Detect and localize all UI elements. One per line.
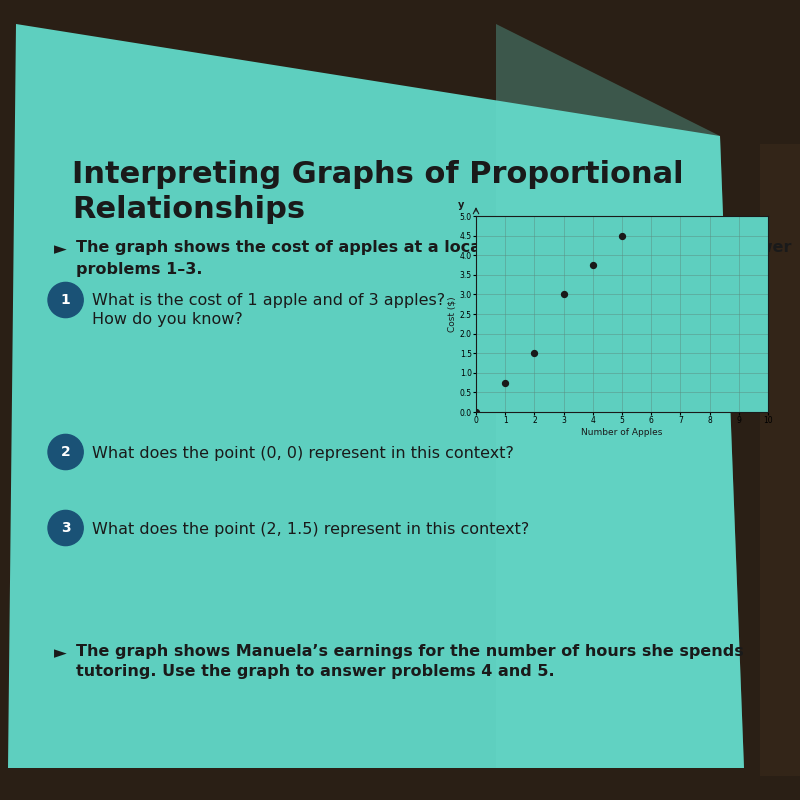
Text: How do you know?: How do you know? bbox=[92, 312, 242, 327]
Text: ►: ► bbox=[54, 240, 67, 258]
Point bbox=[616, 229, 629, 242]
Point bbox=[528, 347, 541, 360]
Text: The graph shows Manuela’s earnings for the number of hours she spends: The graph shows Manuela’s earnings for t… bbox=[76, 644, 744, 659]
Text: What is the cost of 1 apple and of 3 apples?: What is the cost of 1 apple and of 3 app… bbox=[92, 293, 445, 308]
Circle shape bbox=[48, 434, 83, 470]
Polygon shape bbox=[8, 24, 744, 768]
Circle shape bbox=[48, 282, 83, 318]
Text: Interpreting Graphs of Proportional
Relationships: Interpreting Graphs of Proportional Rela… bbox=[72, 160, 684, 224]
Point bbox=[586, 258, 599, 271]
Text: The graph shows the cost of apples at a local market. Use the graph to answer: The graph shows the cost of apples at a … bbox=[76, 240, 791, 255]
Text: 1: 1 bbox=[61, 293, 70, 307]
Text: 3: 3 bbox=[61, 521, 70, 535]
Polygon shape bbox=[0, 0, 800, 144]
Text: 2: 2 bbox=[61, 445, 70, 459]
Text: problems 1–3.: problems 1–3. bbox=[76, 262, 202, 278]
Polygon shape bbox=[0, 776, 800, 800]
Point bbox=[499, 376, 512, 389]
Text: ►: ► bbox=[54, 644, 67, 662]
Y-axis label: Cost ($): Cost ($) bbox=[448, 296, 457, 332]
Text: What does the point (2, 1.5) represent in this context?: What does the point (2, 1.5) represent i… bbox=[92, 522, 530, 537]
Text: What does the point (0, 0) represent in this context?: What does the point (0, 0) represent in … bbox=[92, 446, 514, 461]
Point bbox=[557, 288, 570, 301]
Text: y: y bbox=[458, 200, 465, 210]
Polygon shape bbox=[760, 144, 800, 776]
X-axis label: Number of Apples: Number of Apples bbox=[582, 428, 662, 437]
Point bbox=[470, 406, 482, 418]
Circle shape bbox=[48, 510, 83, 546]
Text: tutoring. Use the graph to answer problems 4 and 5.: tutoring. Use the graph to answer proble… bbox=[76, 664, 554, 679]
Polygon shape bbox=[496, 24, 744, 768]
